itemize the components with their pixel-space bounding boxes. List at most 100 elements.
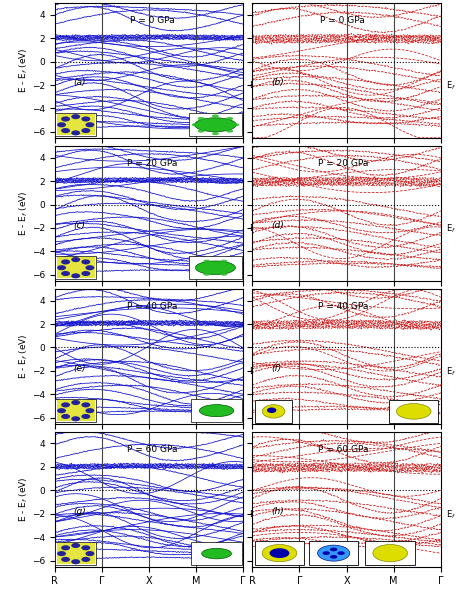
Bar bbox=[57, 543, 94, 564]
Bar bbox=[57, 400, 94, 421]
Ellipse shape bbox=[61, 259, 70, 264]
Bar bbox=[255, 541, 304, 565]
Ellipse shape bbox=[202, 548, 231, 559]
Ellipse shape bbox=[57, 408, 66, 413]
Text: P = 20 GPa: P = 20 GPa bbox=[318, 160, 368, 168]
Ellipse shape bbox=[267, 408, 276, 413]
Ellipse shape bbox=[61, 117, 70, 121]
Ellipse shape bbox=[262, 544, 297, 562]
Ellipse shape bbox=[71, 130, 80, 135]
Ellipse shape bbox=[82, 259, 90, 264]
Ellipse shape bbox=[396, 403, 431, 419]
Text: P = 40 GPa: P = 40 GPa bbox=[128, 302, 178, 312]
Text: P = 60 GPa: P = 60 GPa bbox=[318, 445, 368, 454]
Ellipse shape bbox=[191, 123, 199, 127]
Ellipse shape bbox=[82, 414, 90, 419]
Text: (c): (c) bbox=[73, 221, 85, 230]
Text: (h): (h) bbox=[271, 507, 284, 517]
Ellipse shape bbox=[195, 266, 202, 269]
Bar bbox=[55, 542, 96, 565]
Ellipse shape bbox=[270, 548, 289, 558]
Bar bbox=[189, 113, 242, 137]
Text: E$_f$: E$_f$ bbox=[447, 80, 456, 92]
Ellipse shape bbox=[61, 128, 70, 133]
Ellipse shape bbox=[71, 114, 80, 119]
Y-axis label: E - E$_f$ (eV): E - E$_f$ (eV) bbox=[18, 333, 30, 379]
Ellipse shape bbox=[85, 551, 94, 556]
Bar bbox=[55, 399, 96, 422]
Text: E$_f$: E$_f$ bbox=[248, 80, 259, 92]
Bar bbox=[55, 113, 96, 137]
Ellipse shape bbox=[232, 123, 239, 127]
Text: P = 60 GPa: P = 60 GPa bbox=[127, 445, 178, 454]
Text: E$_f$: E$_f$ bbox=[447, 366, 456, 378]
Ellipse shape bbox=[198, 130, 205, 133]
Ellipse shape bbox=[57, 551, 66, 556]
Y-axis label: E - E$_f$ (eV): E - E$_f$ (eV) bbox=[18, 477, 30, 522]
Text: E$_f$: E$_f$ bbox=[248, 223, 259, 235]
Text: E$_f$: E$_f$ bbox=[248, 366, 259, 378]
Ellipse shape bbox=[337, 551, 345, 555]
Ellipse shape bbox=[71, 273, 80, 279]
Ellipse shape bbox=[71, 257, 80, 262]
Text: P = 20 GPa: P = 20 GPa bbox=[128, 160, 178, 168]
Text: (g): (g) bbox=[73, 507, 86, 517]
Ellipse shape bbox=[220, 260, 228, 263]
Text: (e): (e) bbox=[73, 365, 86, 373]
Ellipse shape bbox=[373, 544, 408, 562]
Bar bbox=[191, 399, 242, 422]
Ellipse shape bbox=[82, 545, 90, 550]
Ellipse shape bbox=[71, 416, 80, 421]
Ellipse shape bbox=[61, 557, 70, 562]
Bar bbox=[255, 400, 292, 422]
Ellipse shape bbox=[61, 414, 70, 419]
Ellipse shape bbox=[85, 123, 94, 127]
Text: (b): (b) bbox=[271, 78, 284, 87]
Bar bbox=[57, 257, 94, 279]
Ellipse shape bbox=[82, 271, 90, 276]
Bar bbox=[189, 256, 242, 279]
Ellipse shape bbox=[229, 266, 236, 269]
Ellipse shape bbox=[71, 400, 80, 405]
Ellipse shape bbox=[226, 117, 233, 120]
Ellipse shape bbox=[71, 543, 80, 548]
Ellipse shape bbox=[195, 118, 236, 132]
Text: P = 40 GPa: P = 40 GPa bbox=[318, 302, 368, 312]
Ellipse shape bbox=[262, 405, 285, 418]
Text: P = 0 GPa: P = 0 GPa bbox=[130, 16, 175, 25]
Y-axis label: E - E$_f$ (eV): E - E$_f$ (eV) bbox=[18, 48, 30, 93]
Ellipse shape bbox=[220, 273, 228, 276]
Ellipse shape bbox=[71, 559, 80, 564]
Ellipse shape bbox=[203, 273, 210, 276]
Ellipse shape bbox=[82, 557, 90, 562]
Bar bbox=[57, 114, 94, 135]
Ellipse shape bbox=[322, 551, 330, 555]
Ellipse shape bbox=[226, 130, 233, 133]
Bar bbox=[191, 542, 242, 565]
Ellipse shape bbox=[61, 545, 70, 550]
Text: (a): (a) bbox=[73, 78, 86, 87]
Text: E$_f$: E$_f$ bbox=[447, 223, 456, 235]
Ellipse shape bbox=[57, 265, 66, 270]
Ellipse shape bbox=[82, 117, 90, 121]
Ellipse shape bbox=[330, 555, 337, 559]
Bar bbox=[309, 541, 358, 565]
Ellipse shape bbox=[82, 128, 90, 133]
Ellipse shape bbox=[61, 402, 70, 408]
Text: (d): (d) bbox=[271, 221, 284, 230]
Bar bbox=[365, 541, 415, 565]
Ellipse shape bbox=[212, 132, 219, 135]
Bar bbox=[389, 400, 438, 422]
Ellipse shape bbox=[198, 117, 205, 120]
Bar bbox=[55, 256, 96, 279]
Text: P = 0 GPa: P = 0 GPa bbox=[320, 16, 365, 25]
Text: E$_f$: E$_f$ bbox=[447, 508, 456, 521]
Ellipse shape bbox=[61, 271, 70, 276]
Ellipse shape bbox=[200, 405, 234, 416]
Ellipse shape bbox=[195, 261, 236, 274]
Ellipse shape bbox=[82, 402, 90, 408]
Ellipse shape bbox=[85, 265, 94, 270]
Text: (f): (f) bbox=[271, 365, 282, 373]
Ellipse shape bbox=[57, 123, 66, 127]
Ellipse shape bbox=[318, 545, 350, 561]
